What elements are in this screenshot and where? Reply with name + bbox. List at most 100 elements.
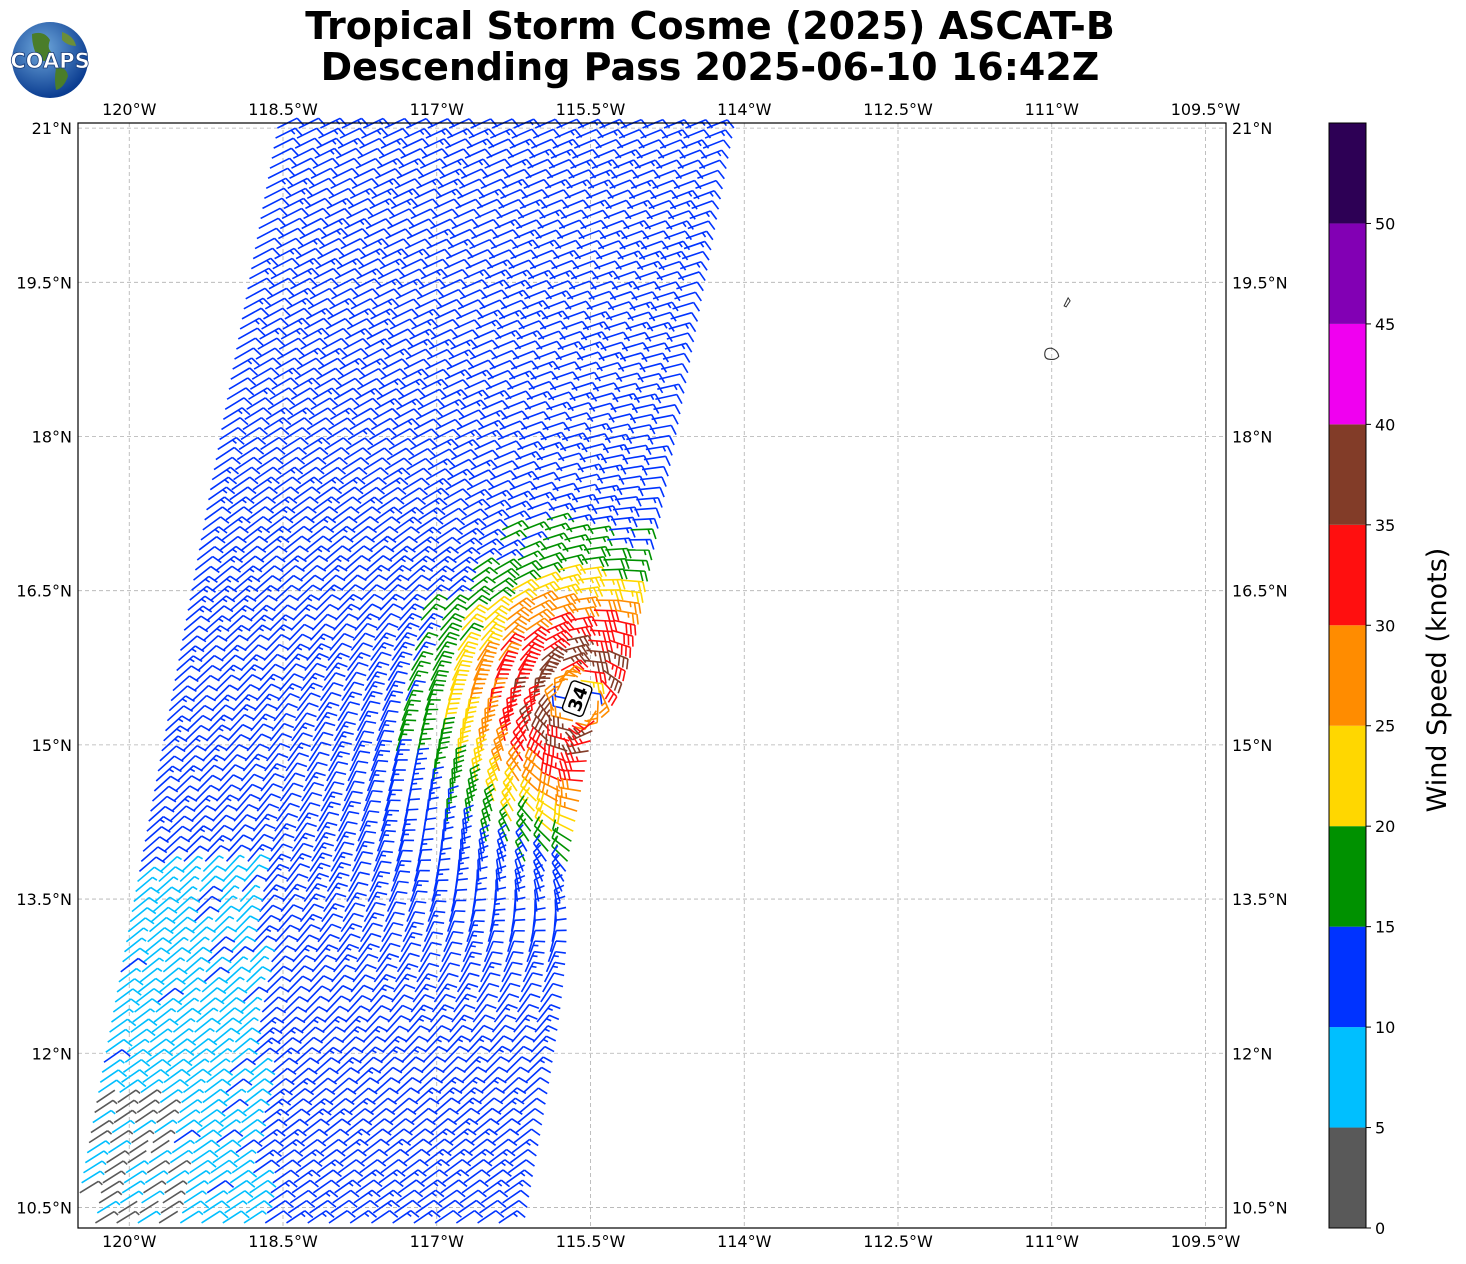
- wind-barb: [462, 814, 473, 842]
- wind-barb: [518, 320, 547, 330]
- wind-barb: [289, 1077, 316, 1094]
- wind-barb: [490, 1138, 518, 1154]
- wind-barb: [415, 408, 444, 421]
- wind-barb: [463, 269, 492, 280]
- wind-barb: [351, 407, 380, 421]
- wind-barb: [212, 915, 235, 933]
- wind-barb: [451, 218, 480, 230]
- wind-barb: [276, 914, 302, 933]
- wind-barb: [357, 1169, 385, 1184]
- wind-barb: [691, 200, 720, 210]
- wind-barb: [450, 448, 479, 461]
- wind-barb: [260, 207, 289, 220]
- lat-label-right: 10.5°N: [1232, 1198, 1288, 1217]
- wind-barb: [442, 268, 470, 280]
- wind-barb: [443, 1045, 470, 1063]
- wind-barb: [229, 1169, 258, 1184]
- wind-barb: [448, 349, 477, 360]
- wind-barb: [349, 1209, 378, 1224]
- wind-barb: [556, 785, 580, 802]
- wind-barb: [385, 901, 407, 922]
- wind-barb: [640, 476, 667, 487]
- wind-barb: [259, 1006, 287, 1023]
- wind-barb: [467, 773, 479, 802]
- wind-barb: [439, 168, 468, 179]
- wind-barb: [263, 643, 289, 661]
- wind-barb: [444, 1158, 472, 1174]
- wind-barb: [673, 179, 702, 190]
- wind-barb: [206, 496, 234, 511]
- lon-label-top: 118.5°W: [248, 100, 318, 119]
- wind-barb: [308, 741, 332, 762]
- wind-barb: [479, 299, 508, 310]
- wind-barb: [321, 564, 348, 581]
- wind-barb: [460, 168, 489, 179]
- wind-barb: [568, 280, 597, 290]
- wind-barb: [441, 497, 470, 511]
- wind-barb: [137, 1210, 162, 1224]
- wind-barb: [289, 732, 313, 752]
- wind-barb: [585, 535, 613, 547]
- wind-barb: [486, 763, 498, 792]
- wind-barb: [316, 1159, 344, 1174]
- wind-barb: [274, 476, 302, 491]
- wind-barb: [336, 933, 361, 953]
- wind-barb: [488, 249, 517, 260]
- wind-barb: [261, 996, 288, 1013]
- wind-barb: [385, 1015, 411, 1033]
- wind-barb: [537, 779, 559, 802]
- wind-barb: [480, 623, 506, 641]
- wind-barb: [135, 987, 163, 1003]
- wind-barb: [267, 167, 296, 179]
- wind-barb: [446, 359, 475, 370]
- wind-barb: [99, 1069, 128, 1084]
- wind-barb: [438, 836, 453, 862]
- wind-barb: [189, 1159, 217, 1174]
- wind-barb: [375, 278, 404, 290]
- wind-barb: [648, 311, 677, 322]
- storm-label: 34: [561, 680, 593, 717]
- lon-label-top: 120°W: [102, 100, 157, 119]
- wind-barb: [496, 833, 507, 862]
- wind-barb: [510, 733, 524, 762]
- wind-barb: [613, 270, 642, 281]
- wind-barb: [611, 280, 640, 291]
- wind-barb: [304, 317, 332, 330]
- wind-barb: [534, 461, 563, 472]
- wind-barb: [536, 340, 564, 351]
- wind-barb: [421, 931, 444, 953]
- wind-barb: [324, 882, 348, 902]
- wind-barb: [474, 208, 503, 220]
- wind-barb: [600, 454, 629, 465]
- wind-barb: [483, 783, 495, 812]
- colorbar-title: Wind Speed (knots): [1422, 548, 1453, 813]
- wind-barb: [344, 554, 371, 571]
- wind-barb: [445, 920, 465, 943]
- wind-barb: [535, 229, 564, 240]
- wind-barb: [302, 662, 327, 682]
- wind-barb: [506, 1169, 534, 1184]
- wind-barb: [326, 872, 350, 892]
- wind-barb: [514, 874, 526, 902]
- wind-barb: [349, 861, 372, 882]
- wind-barb: [484, 1169, 512, 1184]
- wind-barb: [379, 258, 408, 270]
- wind-barb: [481, 289, 510, 300]
- wind-barb: [408, 448, 436, 461]
- wind-barb: [503, 168, 532, 179]
- wind-barb: [221, 1098, 249, 1114]
- wind-barb: [498, 1210, 526, 1224]
- wind-barb: [403, 1148, 431, 1164]
- wind-barb: [462, 158, 491, 169]
- wind-barb: [625, 321, 654, 332]
- wind-barb: [405, 679, 426, 701]
- colorbar-bin: [1329, 323, 1366, 425]
- wind-barb: [687, 220, 716, 231]
- wind-barb: [298, 682, 323, 702]
- wind-barb: [670, 311, 699, 322]
- wind-barb: [488, 479, 516, 491]
- wind-barb: [285, 752, 310, 772]
- wind-barb: [413, 1209, 441, 1224]
- wind-barb: [309, 515, 337, 531]
- wind-barb: [429, 889, 448, 912]
